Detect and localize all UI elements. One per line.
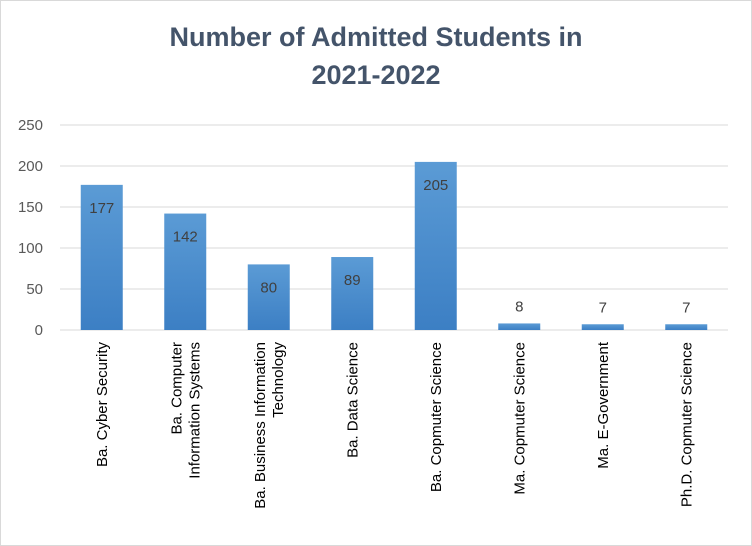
bar	[247, 264, 290, 330]
x-tick-label-line: Ba. Data Science	[344, 342, 361, 458]
x-tick-label-line: Ma. E-Government	[595, 341, 612, 469]
data-label: 142	[173, 229, 198, 246]
y-tick-label: 100	[18, 240, 43, 257]
data-label: 7	[682, 299, 690, 316]
x-tick-label-line: Ba. Computer	[168, 342, 185, 435]
x-tick-label: Ph.D. Copmuter Science	[678, 342, 695, 507]
x-axis: Ba. Cyber Security Ba. Computer Informatio…	[94, 341, 696, 509]
y-tick-label: 0	[35, 322, 43, 339]
data-label: 89	[344, 272, 361, 289]
bars	[80, 161, 708, 330]
bar	[665, 324, 708, 330]
gridlines	[60, 124, 728, 331]
y-tick-label: 50	[26, 281, 43, 298]
y-tick-label: 150	[18, 199, 43, 216]
bar	[498, 323, 541, 330]
data-label: 8	[515, 298, 523, 315]
bar	[164, 213, 207, 330]
data-label: 177	[89, 200, 114, 217]
data-label: 205	[423, 177, 448, 194]
y-axis: 0 50 100 150 200 250	[18, 117, 43, 339]
x-tick-label-line: Technology	[270, 342, 287, 418]
bar	[414, 161, 457, 330]
data-label: 7	[599, 299, 607, 316]
x-tick-label-line: Ba. Business Information	[252, 342, 269, 509]
x-tick-label-line: Information Systems	[186, 342, 203, 479]
bar	[80, 184, 123, 330]
x-tick-label: Ba. Copmuter Science	[428, 342, 445, 492]
bar	[581, 324, 624, 330]
x-tick-label: Ba. Data Science	[344, 342, 361, 458]
y-tick-label: 250	[18, 117, 43, 134]
x-tick-label-line: Ph.D. Copmuter Science	[678, 342, 695, 507]
x-tick-label-line: Ma. Copmuter Science	[511, 342, 528, 495]
x-tick-label: Ba. Computer Information Systems	[168, 342, 203, 479]
x-tick-label-line: Ba. Cyber Security	[94, 342, 111, 468]
x-tick-label-line: Ba. Copmuter Science	[428, 342, 445, 492]
bar	[331, 257, 374, 330]
chart-title: Number of Admitted Students in 2021-2022	[0, 18, 752, 94]
data-labels: 177 142 80 89 205 8 7 7	[89, 177, 690, 316]
data-label: 80	[260, 279, 277, 296]
chart-title-line-1: Number of Admitted Students in	[169, 22, 583, 52]
chart-title-line-2: 2021-2022	[311, 60, 441, 90]
x-tick-label: Ma. Copmuter Science	[511, 342, 528, 495]
x-tick-label: Ba. Business Information Technology	[252, 342, 287, 509]
x-tick-label: Ma. E-Government	[595, 341, 612, 469]
y-tick-label: 200	[18, 158, 43, 175]
x-tick-label: Ba. Cyber Security	[94, 342, 111, 468]
